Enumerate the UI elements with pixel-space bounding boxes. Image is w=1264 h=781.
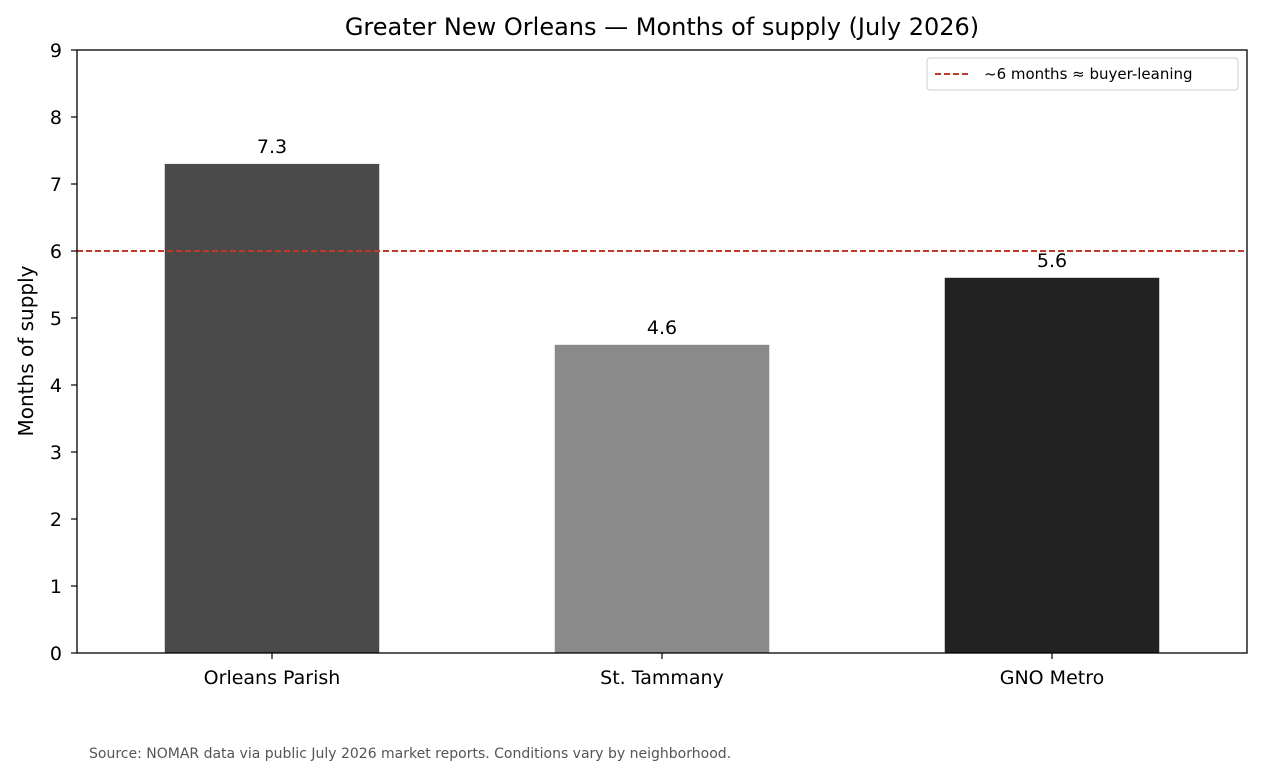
x-tick-label: Orleans Parish <box>204 667 341 689</box>
y-tick-label: 1 <box>50 576 62 598</box>
legend-box <box>926 57 1239 91</box>
x-tick-label: GNO Metro <box>1000 667 1104 689</box>
y-tick-label: 2 <box>50 509 62 531</box>
y-axis-label: Months of supply <box>14 265 38 436</box>
data-labels-layer: 7.3 4.6 5.6 <box>257 136 1067 339</box>
y-tick-label: 7 <box>50 174 62 196</box>
y-tick-label: 6 <box>50 241 62 263</box>
chart-title: Greater New Orleans — Months of supply (… <box>345 13 979 41</box>
bar <box>554 344 770 653</box>
y-tick-label: 8 <box>50 107 62 129</box>
y-tick-label: 4 <box>50 375 62 397</box>
legend-entry: ~6 months ≈ buyer-leaning <box>984 65 1193 83</box>
bars-layer <box>164 163 1160 653</box>
bar <box>944 277 1160 653</box>
x-axis: Orleans Parish St. Tammany GNO Metro <box>204 653 1104 689</box>
bar-data-label: 4.6 <box>647 317 677 339</box>
bar <box>164 163 380 653</box>
source-note: Source: NOMAR data via public July 2026 … <box>89 746 732 762</box>
y-tick-label: 5 <box>50 308 62 330</box>
y-tick-label: 0 <box>50 643 62 665</box>
y-axis: 0 1 2 3 4 5 6 7 8 9 <box>50 40 77 665</box>
bar-data-label: 5.6 <box>1037 250 1067 272</box>
legend: ~6 months ≈ buyer-leaning <box>926 57 1239 91</box>
y-tick-label: 9 <box>50 40 62 62</box>
x-tick-label: St. Tammany <box>600 667 724 689</box>
bar-data-label: 7.3 <box>257 136 287 158</box>
y-tick-label: 3 <box>50 442 62 464</box>
